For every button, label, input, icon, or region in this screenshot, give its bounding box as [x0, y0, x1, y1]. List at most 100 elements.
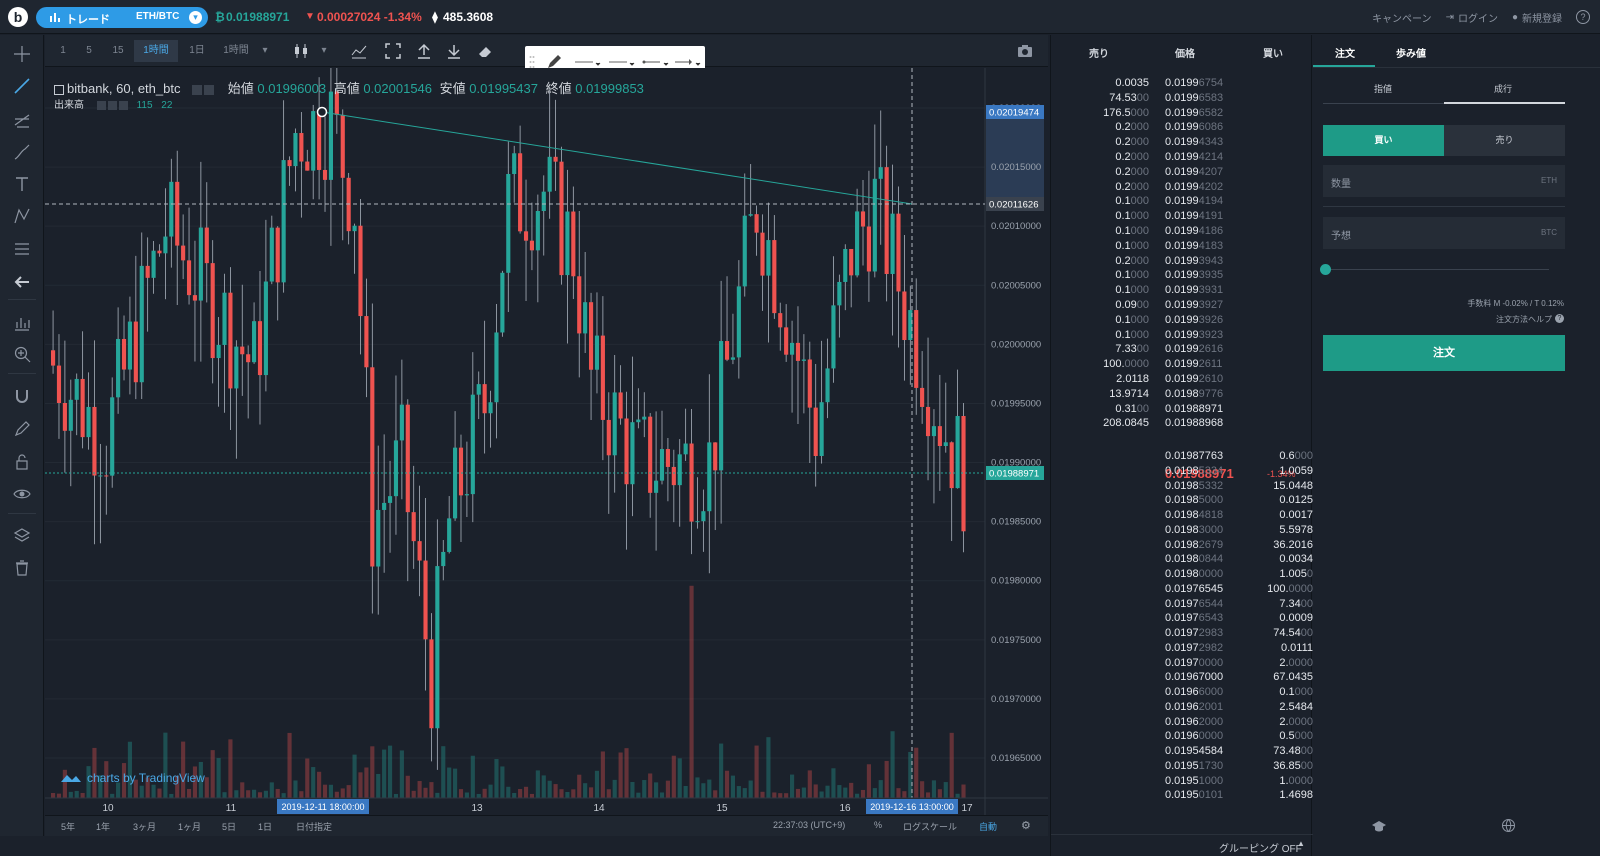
- chevron-up-icon[interactable]: ▲: [1297, 839, 1305, 848]
- bid-row[interactable]: 0.01966000 0.1000: [1051, 686, 1313, 700]
- estimate-field[interactable]: 予想 BTC: [1323, 217, 1565, 249]
- campaign-link[interactable]: キャンペーン: [1372, 14, 1432, 25]
- ask-row[interactable]: 7.3300 0.01992616: [1051, 343, 1313, 357]
- ask-row[interactable]: 0.2000 0.01996086: [1051, 121, 1313, 135]
- drag-handle-icon[interactable]: [529, 54, 535, 70]
- amount-slider-handle[interactable]: [1320, 264, 1331, 275]
- layers-icon[interactable]: [11, 525, 33, 547]
- chevron-down-icon[interactable]: ▾: [262, 45, 268, 56]
- eraser-icon[interactable]: [477, 43, 493, 59]
- bid-row[interactable]: 0.01970000 2.0000: [1051, 657, 1313, 671]
- range-1m[interactable]: 1ヶ月: [178, 822, 202, 832]
- bid-row[interactable]: 0.01951730 36.8500: [1051, 760, 1313, 774]
- ask-row[interactable]: 208.0845 0.01988968: [1051, 417, 1313, 431]
- ask-row[interactable]: 0.1000 0.01994186: [1051, 225, 1313, 239]
- bid-row[interactable]: 0.01985332 15.0448: [1051, 480, 1313, 494]
- ask-row[interactable]: 0.1000 0.01993931: [1051, 284, 1313, 298]
- quantity-field[interactable]: 数量 ETH: [1323, 165, 1565, 197]
- chevron-down-icon[interactable]: ▾: [189, 11, 202, 24]
- range-1y[interactable]: 1年: [96, 822, 111, 832]
- tab-order[interactable]: 注文: [1335, 49, 1355, 60]
- gear-icon[interactable]: ⚙: [1021, 820, 1031, 832]
- bid-row[interactable]: 0.01984818 0.0017: [1051, 509, 1313, 523]
- zoom-in-icon[interactable]: [11, 343, 33, 365]
- ask-row[interactable]: 74.5300 0.01996583: [1051, 92, 1313, 106]
- timeframe-dropdown[interactable]: 1時間: [223, 45, 249, 56]
- ask-row[interactable]: 0.1000 0.01993923: [1051, 329, 1313, 343]
- bid-row[interactable]: 0.01950101 1.4698: [1051, 789, 1313, 803]
- bid-row[interactable]: 0.01972982 0.0111: [1051, 642, 1313, 656]
- volume-settings-icon[interactable]: [118, 100, 128, 110]
- back-arrow-icon[interactable]: [11, 271, 33, 293]
- ask-row[interactable]: 0.1000 0.01994183: [1051, 240, 1313, 254]
- bid-row[interactable]: 0.01967000 67.0435: [1051, 671, 1313, 685]
- globe-icon[interactable]: [1501, 818, 1516, 833]
- bid-row[interactable]: 0.01976543 0.0009: [1051, 612, 1313, 626]
- line-width-icon[interactable]: [573, 56, 601, 68]
- line-end-icon[interactable]: [673, 56, 703, 68]
- amount-slider-track[interactable]: [1327, 269, 1549, 270]
- download-icon[interactable]: [446, 43, 462, 59]
- timeframe-5m[interactable]: 5: [86, 45, 92, 56]
- pair-selector[interactable]: トレード ETH/BTC ▾: [36, 7, 208, 28]
- range-5y[interactable]: 5年: [61, 822, 76, 832]
- pattern-icon[interactable]: [11, 205, 33, 227]
- help-icon[interactable]: ?: [1555, 314, 1564, 323]
- bid-row[interactable]: 0.01972983 74.5400: [1051, 627, 1313, 641]
- range-3m[interactable]: 3ヶ月: [133, 822, 157, 832]
- range-1d[interactable]: 1日: [258, 822, 273, 832]
- timeframe-1h[interactable]: 1時間: [134, 40, 178, 62]
- sell-toggle[interactable]: 売り: [1444, 125, 1565, 156]
- bid-row[interactable]: 0.01954584 73.4800: [1051, 745, 1313, 759]
- ask-row[interactable]: 0.3100 0.01988971: [1051, 403, 1313, 417]
- market-tab[interactable]: 成行: [1494, 84, 1513, 94]
- legend-collapse-icon[interactable]: [54, 84, 64, 95]
- measure-icon[interactable]: [11, 312, 33, 334]
- volume-settings-icon[interactable]: [107, 100, 117, 110]
- bitbank-logo[interactable]: b: [8, 7, 28, 27]
- trend-line-icon[interactable]: [11, 75, 33, 97]
- fib-icon[interactable]: [11, 109, 33, 131]
- crosshair-icon[interactable]: [11, 43, 33, 65]
- ask-row[interactable]: 0.2000 0.01994207: [1051, 166, 1313, 180]
- line-style-icon[interactable]: [607, 56, 635, 68]
- legend-settings-icon[interactable]: [204, 84, 215, 95]
- bid-row[interactable]: 0.01983000 5.5978: [1051, 524, 1313, 538]
- ask-row[interactable]: 0.1000 0.01994194: [1051, 195, 1313, 209]
- bid-row[interactable]: 0.01980844 0.0034: [1051, 553, 1313, 567]
- line-start-icon[interactable]: [640, 56, 670, 68]
- bid-row[interactable]: 0.01976545 100.0000: [1051, 583, 1313, 597]
- tab-trades[interactable]: 歩み値: [1396, 49, 1426, 60]
- login-link[interactable]: ⇥ ログイン: [1446, 10, 1498, 25]
- pencil-lock-icon[interactable]: [11, 418, 33, 440]
- ask-row[interactable]: 176.5000 0.01996582: [1051, 107, 1313, 121]
- ask-row[interactable]: 0.1000 0.01994191: [1051, 210, 1313, 224]
- timeframe-1m[interactable]: 1: [60, 45, 66, 56]
- bid-row[interactable]: 0.01980000 1.0050: [1051, 568, 1313, 582]
- candlestick-icon[interactable]: [293, 43, 309, 59]
- text-icon[interactable]: [11, 173, 33, 195]
- range-5d[interactable]: 5日: [222, 822, 237, 832]
- order-help-link[interactable]: 注文方法ヘルプ: [1496, 315, 1552, 324]
- percent-toggle[interactable]: %: [874, 820, 883, 830]
- ask-row[interactable]: 0.1000 0.01993935: [1051, 269, 1313, 283]
- register-link[interactable]: ● 新規登録: [1512, 10, 1562, 25]
- indicators-icon[interactable]: [351, 43, 367, 59]
- eye-icon[interactable]: [11, 483, 33, 505]
- chevron-down-icon[interactable]: ▾: [321, 45, 327, 56]
- bid-row[interactable]: 0.01962000 2.0000: [1051, 716, 1313, 730]
- range-custom[interactable]: 日付指定: [296, 822, 333, 832]
- legend-settings-icon[interactable]: [192, 84, 203, 95]
- help-icon[interactable]: ?: [1576, 10, 1590, 24]
- buy-toggle[interactable]: 買い: [1323, 125, 1444, 156]
- ask-row[interactable]: 0.2000 0.01994343: [1051, 136, 1313, 150]
- graduation-cap-icon[interactable]: [1371, 819, 1387, 833]
- ask-row[interactable]: 13.9714 0.01989776: [1051, 388, 1313, 402]
- bid-row[interactable]: 0.01982679 36.2016: [1051, 539, 1313, 553]
- ask-row[interactable]: 0.2000 0.01994202: [1051, 181, 1313, 195]
- timeframe-1d[interactable]: 1日: [189, 45, 205, 56]
- ask-row[interactable]: 0.0900 0.01993927: [1051, 299, 1313, 313]
- ask-row[interactable]: 100.0000 0.01992611: [1051, 358, 1313, 372]
- bid-row[interactable]: 0.01951000 1.0000: [1051, 775, 1313, 789]
- upload-icon[interactable]: [416, 43, 432, 59]
